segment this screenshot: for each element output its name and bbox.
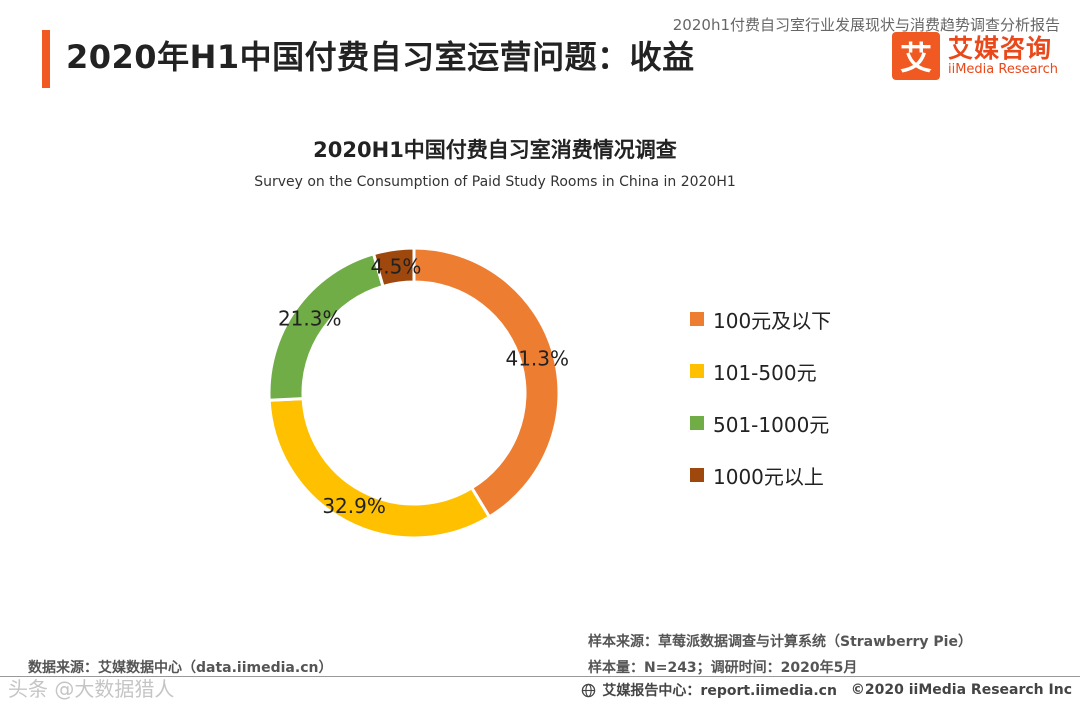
slice-label-3: 21.3% [278, 307, 342, 331]
donut-slice-1 [412, 246, 561, 519]
legend-swatch-2 [690, 364, 704, 378]
report-name: 2020h1付费自习室行业发展现状与消费趋势调查分析报告 [672, 16, 1060, 34]
sample-size: 样本量：N=243；调研时间：2020年5月 [588, 660, 858, 676]
chart-legend: 100元及以下 101-500元 501-1000元 1000元以上 [690, 293, 831, 501]
donut-slice-4 [371, 246, 416, 289]
logo-text: 艾媒咨询 iiMedia Research [948, 35, 1058, 77]
copyright: ©2020 iiMedia Research Inc [850, 682, 1072, 698]
legend-item-4: 1000元以上 [690, 449, 831, 501]
legend-swatch-1 [690, 312, 704, 326]
slice-label-1: 41.3% [505, 346, 569, 370]
title-accent-bar [42, 30, 50, 88]
logo-mark-icon: 艾 [891, 32, 940, 80]
watermark: 头条 @大数据猎人 [8, 677, 175, 701]
page-title: 2020年H1中国付费自习室运营问题：收益 [66, 38, 695, 76]
legend-label-2: 101-500元 [713, 360, 817, 385]
legend-label-1: 100元及以下 [713, 308, 832, 333]
legend-swatch-3 [690, 416, 704, 430]
logo-name-en: iiMedia Research [947, 61, 1058, 77]
chart-subtitle: Survey on the Consumption of Paid Study … [254, 174, 736, 190]
chart-title: 2020H1中国付费自习室消费情况调查 [313, 138, 677, 162]
legend-label-3: 501-1000元 [713, 412, 830, 437]
footer-divider [0, 676, 1080, 677]
legend-item-1: 100元及以下 [690, 293, 831, 345]
data-source: 数据来源：艾媒数据中心（data.iimedia.cn） [28, 660, 333, 676]
footer: 艾媒报告中心：report.iimedia.cn ©2020 iiMedia R… [581, 680, 1072, 700]
legend-item-2: 101-500元 [690, 345, 831, 397]
globe-icon [582, 683, 596, 697]
legend-swatch-4 [690, 468, 704, 482]
logo-name-cn: 艾媒咨询 [947, 34, 1052, 64]
legend-item-3: 501-1000元 [690, 397, 831, 449]
legend-label-4: 1000元以上 [713, 464, 824, 489]
slice-label-4: 4.5% [371, 254, 422, 278]
brand-logo: 艾 艾媒咨询 iiMedia Research [891, 32, 1058, 80]
slice-label-2: 32.9% [322, 494, 386, 518]
report-center-link[interactable]: 艾媒报告中心：report.iimedia.cn [602, 683, 837, 699]
sample-source: 样本来源：草莓派数据调查与计算系统（Strawberry Pie） [588, 634, 972, 650]
